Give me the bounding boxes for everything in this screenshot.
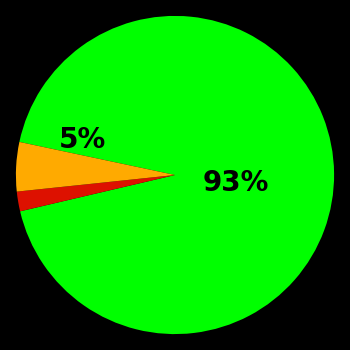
Wedge shape xyxy=(16,142,175,192)
Text: 93%: 93% xyxy=(202,169,269,197)
Wedge shape xyxy=(17,175,175,211)
Wedge shape xyxy=(19,16,334,334)
Text: 5%: 5% xyxy=(59,126,106,154)
